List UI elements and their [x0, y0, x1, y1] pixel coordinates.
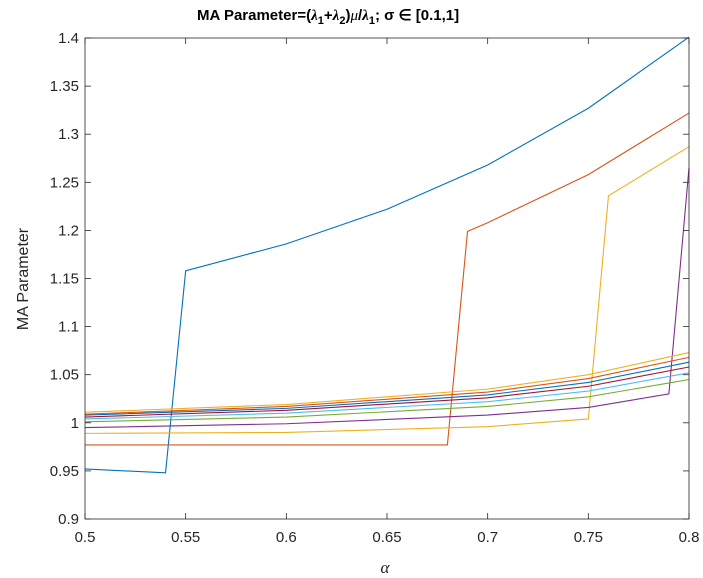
y-tick-label: 0.9: [58, 511, 79, 528]
series-line-5: [84, 378, 690, 423]
svg-text:MA Parameter=(λ1+λ2)μ/λ1; σ ∈: MA Parameter=(λ1+λ2)μ/λ1; σ ∈ [0.1,1]: [197, 7, 459, 27]
series-line-8: [84, 361, 690, 416]
chart-title: MA Parameter=(λ1+λ2)μ/λ1; σ ∈ [0.1,1]: [197, 7, 459, 27]
x-axis-label: α: [381, 558, 391, 577]
y-tick-label: 1.2: [58, 222, 79, 239]
series-line-10: [84, 352, 690, 413]
y-tick-label: 1.25: [50, 174, 79, 191]
x-tick-label: 0.8: [679, 529, 700, 546]
x-tick-label: 0.6: [276, 529, 297, 546]
y-axis-label: MA Parameter: [15, 227, 32, 330]
title-sigma-range: ; σ ∈ [0.1,1]: [375, 7, 459, 24]
title-close-paren: ): [345, 7, 350, 24]
title-lambda-3: λ: [361, 8, 369, 24]
y-tick-label: 1.05: [50, 367, 79, 384]
title-plus: +: [324, 7, 333, 24]
axes-box: [84, 37, 690, 520]
axes-layer: [84, 37, 690, 520]
y-tick-label: 1: [71, 415, 79, 432]
title-lambda-2: λ: [332, 8, 340, 24]
series-line-6: [84, 372, 690, 420]
title-subscript-1: 1: [318, 15, 324, 27]
y-tick-label: 1.1: [58, 319, 79, 336]
series-layer: [84, 36, 690, 474]
title-mu: μ: [349, 8, 358, 24]
y-tick-label: 1.35: [50, 78, 79, 95]
series-line-2: [85, 112, 690, 446]
title-slash: /: [358, 7, 363, 24]
y-tick-label: 0.95: [50, 463, 79, 480]
series-line-3: [84, 146, 690, 434]
y-tick-label: 1.15: [50, 271, 79, 288]
title-lambda-1: λ: [310, 8, 318, 24]
x-tick-label: 0.5: [75, 529, 96, 546]
x-tick-label: 0.65: [372, 529, 401, 546]
series-line-9: [84, 356, 690, 415]
x-tick-label: 0.55: [171, 529, 200, 546]
series-line-4: [84, 167, 690, 429]
title-prefix: MA Parameter=(: [197, 7, 311, 24]
title-subscript-3: 1: [369, 15, 375, 27]
series-line-7: [84, 366, 690, 418]
x-tick-label: 0.75: [574, 529, 603, 546]
title-subscript-2: 2: [339, 15, 345, 27]
x-tick-label: 0.7: [477, 529, 498, 546]
ticks-layer: 0.5 0.55 0.6 0.65 0.7 0.75 0.8 0.9 0.95 1 1.05 1.1 1…: [50, 30, 700, 546]
series-line-1: [84, 36, 690, 474]
y-tick-label: 1.4: [58, 30, 79, 47]
y-tick-label: 1.3: [58, 126, 79, 143]
